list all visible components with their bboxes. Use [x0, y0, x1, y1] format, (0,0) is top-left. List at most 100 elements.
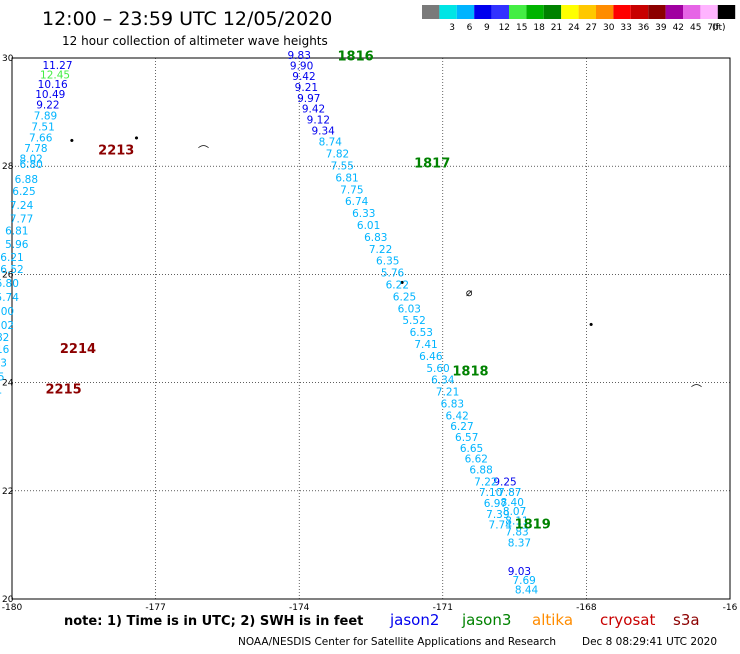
- credit-left: NOAA/NESDIS Center for Satellite Applica…: [238, 636, 556, 648]
- swh-value: 6.57: [455, 432, 478, 444]
- footer-note: note: 1) Time is in UTC; 2) SWH is in fe…: [64, 614, 363, 629]
- colorbar-label: 24: [568, 23, 580, 33]
- island-marker: •: [133, 132, 140, 145]
- island-marker: ⌀: [466, 286, 473, 299]
- colorbar-label: 39: [655, 23, 667, 33]
- colorbar-swatch: [613, 5, 631, 19]
- colorbar-swatch: [456, 5, 475, 19]
- x-tick-label: -171: [433, 603, 453, 613]
- colorbar-swatch: [439, 5, 457, 19]
- swh-value: 6.74: [345, 196, 369, 208]
- pass-label: 2214: [60, 342, 96, 357]
- swh-value: 6.81: [335, 172, 358, 184]
- swh-value: 6.35: [376, 256, 399, 268]
- colorbar-unit: (ft): [712, 23, 726, 33]
- pass-label: 1816: [337, 50, 373, 65]
- swh-value: 9.42: [302, 104, 325, 116]
- swh-value: 6.83: [441, 398, 464, 410]
- island-marker: •: [399, 276, 406, 289]
- y-tick-label: 24: [2, 379, 14, 389]
- legend-s3a: s3a: [673, 611, 700, 629]
- swh-value: 6.81: [5, 225, 28, 237]
- colorbar-swatch: [422, 5, 440, 19]
- colorbar-swatch: [561, 5, 579, 19]
- swh-value: 6.33: [352, 208, 375, 220]
- swh-value: 6.80: [19, 159, 42, 171]
- y-tick-label: 20: [2, 595, 14, 605]
- swh-value: 8.07: [503, 506, 526, 518]
- colorbar-swatch: [700, 5, 718, 19]
- colorbar-label: 45: [690, 23, 701, 33]
- swh-value: 6.53: [410, 327, 433, 339]
- chart-title: 12:00 – 23:59 UTC 12/05/2020: [42, 8, 332, 30]
- colorbar-swatch: [665, 5, 683, 19]
- swh-value: 9.21: [295, 82, 318, 94]
- colorbar-label: 70: [707, 23, 719, 33]
- colorbar-label: 33: [620, 23, 631, 33]
- x-axis-ticks: -180 -177 -174 -171 -168 -16: [2, 603, 738, 613]
- swh-value: 7.41: [414, 339, 437, 351]
- swh-value: 9.03: [508, 566, 531, 578]
- island-markers: • • ⌒ • ⌀ • ⌒: [69, 132, 702, 397]
- swh-value: 6.01: [357, 220, 380, 232]
- swh-value: 5.74: [0, 292, 19, 304]
- swh-value: 7.00: [0, 306, 14, 318]
- colorbar-swatch: [543, 5, 562, 19]
- swh-value: 7.74: [489, 520, 513, 532]
- swh-value: 6.80: [0, 278, 19, 290]
- colorbar-swatch: [578, 5, 596, 19]
- island-marker: •: [69, 135, 76, 148]
- y-tick-label: 30: [2, 54, 14, 64]
- swh-value: 9.34: [311, 125, 335, 137]
- swh-value: 6.03: [398, 303, 421, 315]
- y-tick-label: 22: [2, 487, 13, 497]
- swh-value: 8.44: [515, 585, 539, 597]
- y-tick-label: 26: [2, 270, 14, 280]
- swh-value: 6.02: [0, 320, 14, 332]
- swh-value: 6.88: [15, 174, 38, 186]
- colorbar-swatch: [474, 5, 492, 19]
- x-tick-label: -177: [145, 603, 165, 613]
- swh-value: 7.21: [436, 387, 459, 399]
- legend-jason2: jason2: [389, 611, 439, 629]
- colorbar-swatch: [630, 5, 649, 19]
- swh-value: 11.27: [42, 60, 72, 72]
- swh-value: 6.25: [393, 291, 416, 303]
- swh-value: 5.76: [381, 268, 405, 280]
- swh-value: 10.16: [38, 79, 68, 91]
- swh-value: 6.82: [0, 332, 9, 344]
- swh-value: 9.22: [36, 99, 59, 111]
- swh-value: 7.77: [10, 213, 33, 225]
- swh-value: 6.22: [386, 279, 409, 291]
- satellite-legend: jason2 jason3 altika cryosat s3a: [389, 611, 700, 629]
- legend-cryosat: cryosat: [600, 611, 655, 629]
- legend-jason3: jason3: [461, 611, 511, 629]
- swh-value: 9.83: [288, 50, 311, 62]
- swh-value: 6.88: [469, 464, 492, 476]
- swh-value: 8.02: [19, 153, 42, 165]
- swh-value: 6.03: [0, 357, 7, 369]
- swh-value: 6.65: [460, 443, 483, 455]
- swh-value: 6.25: [12, 186, 35, 198]
- swh-value: 6.62: [465, 454, 488, 466]
- island-marker: ⌒: [198, 144, 209, 157]
- x-tick-label: -174: [289, 603, 310, 613]
- swh-value: 9.42: [292, 71, 315, 83]
- x-tick-label: -168: [576, 603, 597, 613]
- swh-value: 7.22: [474, 476, 497, 488]
- swh-value: 9.25: [493, 476, 516, 488]
- y-axis-ticks: 20 22 24 26 28 30: [2, 54, 14, 605]
- y-tick-label: 28: [2, 162, 14, 172]
- swh-value: 6.52: [0, 264, 23, 276]
- pass-label: 1818: [452, 365, 488, 380]
- swh-value: 6.83: [364, 232, 387, 244]
- colorbar-label: 42: [673, 23, 684, 33]
- wave-height-points: 9.839.909.429.219.979.429.129.3411.2710.…: [0, 50, 539, 597]
- swh-value: 8.40: [501, 497, 524, 509]
- colorbar-swatch: [717, 5, 736, 19]
- swh-value: 7.24: [10, 200, 34, 212]
- pass-label: 2215: [46, 382, 82, 397]
- swh-value: 5.96: [5, 239, 29, 251]
- colorbar-label: 21: [551, 23, 562, 33]
